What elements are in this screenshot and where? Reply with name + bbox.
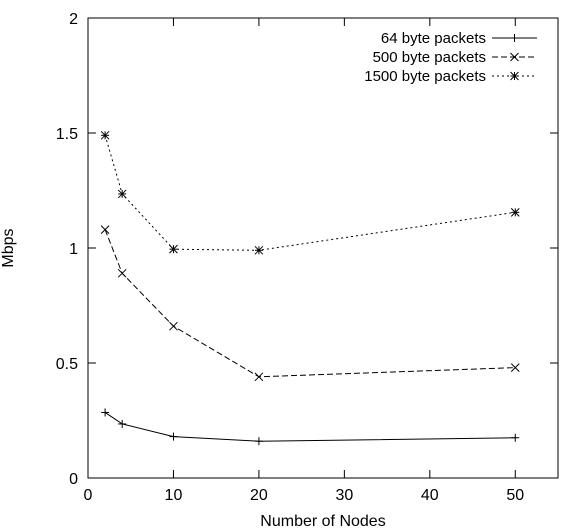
x-tick-label: 50 <box>506 487 524 504</box>
data-point <box>101 408 110 417</box>
series-cross <box>100 225 520 382</box>
series-line <box>104 135 516 251</box>
legend-label: 500 byte packets <box>373 49 486 66</box>
series-line <box>104 411 516 442</box>
y-tick-label: 2 <box>69 11 78 28</box>
series-layer <box>100 130 520 446</box>
data-point <box>254 245 264 255</box>
data-point <box>118 419 127 428</box>
x-tick-label: 0 <box>84 487 93 504</box>
data-point <box>169 244 178 254</box>
data-point <box>510 207 520 217</box>
x-tick-label: 20 <box>250 487 268 504</box>
series-plus <box>101 408 520 446</box>
data-point <box>254 437 263 446</box>
data-point <box>100 225 110 234</box>
data-point <box>100 130 110 140</box>
data-point <box>510 52 519 62</box>
data-point <box>510 34 519 42</box>
series-line <box>104 229 516 378</box>
plot-frame <box>87 17 559 479</box>
data-point <box>117 189 127 199</box>
legend: 64 byte packets 500 byte packets 1500 byte… <box>364 30 537 85</box>
y-tick-label: 0 <box>69 471 78 488</box>
legend-label: 64 byte packets <box>381 30 486 47</box>
y-tick-label: 1 <box>69 241 78 258</box>
x-tick-label: 10 <box>165 487 183 504</box>
legend-entry: 64 byte packets <box>381 30 537 47</box>
y-tick-label: 1.5 <box>56 126 78 143</box>
data-point <box>117 268 127 278</box>
data-point <box>169 321 178 331</box>
data-point <box>510 363 520 372</box>
x-tick-label: 30 <box>335 487 353 504</box>
data-point <box>169 432 178 441</box>
x-tick-label: 40 <box>421 487 439 504</box>
legend-entry: 1500 byte packets <box>364 68 537 85</box>
axis-ticks: 0 10 20 30 40 50 0 0.5 1 1.5 2 <box>56 11 558 504</box>
y-tick-label: 0.5 <box>56 356 78 373</box>
y-axis-title: Mbps <box>0 228 17 267</box>
data-point <box>254 372 264 382</box>
x-axis-title: Number of Nodes <box>260 513 385 530</box>
series-star <box>100 130 520 255</box>
legend-label: 1500 byte packets <box>364 68 486 85</box>
data-point <box>511 433 520 442</box>
legend-entry: 500 byte packets <box>373 49 537 66</box>
data-point <box>510 71 519 81</box>
